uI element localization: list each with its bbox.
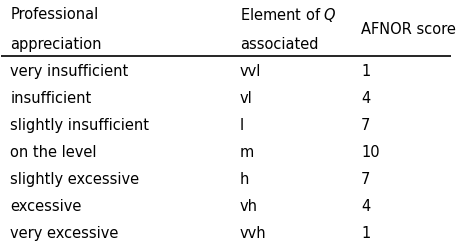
Text: very excessive: very excessive <box>10 226 119 241</box>
Text: slightly excessive: slightly excessive <box>10 172 139 187</box>
Text: appreciation: appreciation <box>10 37 102 52</box>
Text: h: h <box>240 172 249 187</box>
Text: vl: vl <box>240 91 253 106</box>
Text: on the level: on the level <box>10 145 97 160</box>
Text: 7: 7 <box>361 118 371 133</box>
Text: insufficient: insufficient <box>10 91 91 106</box>
Text: vh: vh <box>240 199 258 214</box>
Text: m: m <box>240 145 254 160</box>
Text: Element of $Q$: Element of $Q$ <box>240 6 337 24</box>
Text: l: l <box>240 118 244 133</box>
Text: Professional: Professional <box>10 7 99 22</box>
Text: 1: 1 <box>361 226 371 241</box>
Text: vvl: vvl <box>240 64 261 79</box>
Text: associated: associated <box>240 37 319 52</box>
Text: 7: 7 <box>361 172 371 187</box>
Text: 10: 10 <box>361 145 380 160</box>
Text: AFNOR score: AFNOR score <box>361 22 456 37</box>
Text: vvh: vvh <box>240 226 266 241</box>
Text: very insufficient: very insufficient <box>10 64 128 79</box>
Text: 4: 4 <box>361 199 371 214</box>
Text: 4: 4 <box>361 91 371 106</box>
Text: slightly insufficient: slightly insufficient <box>10 118 149 133</box>
Text: excessive: excessive <box>10 199 82 214</box>
Text: 1: 1 <box>361 64 371 79</box>
